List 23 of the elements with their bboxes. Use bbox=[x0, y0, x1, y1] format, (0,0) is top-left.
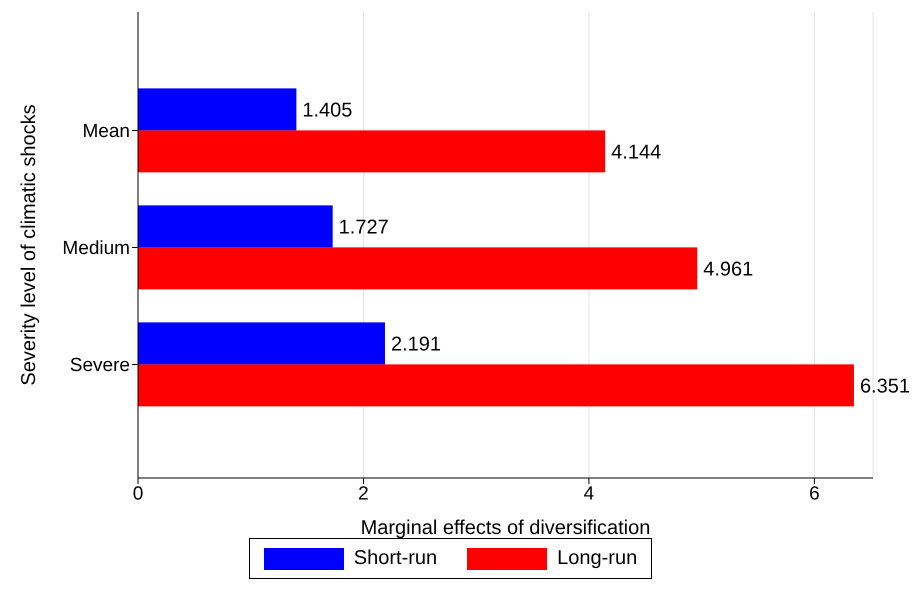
data-label: 1.405 bbox=[302, 99, 352, 122]
legend-label: Long-run bbox=[557, 547, 638, 570]
data-label: 1.727 bbox=[338, 216, 389, 238]
y-axis-title: Severity level of climatic shocks bbox=[18, 104, 40, 386]
bar bbox=[138, 322, 385, 364]
bar bbox=[138, 88, 296, 130]
bar bbox=[138, 247, 698, 290]
y-tick-label: Mean bbox=[82, 121, 130, 142]
x-tick-label: 0 bbox=[132, 483, 144, 504]
x-tick-label: 4 bbox=[584, 483, 595, 504]
x-axis-title: Marginal effects of diversification bbox=[360, 517, 650, 539]
bar bbox=[138, 130, 606, 172]
y-tick-label: Severe bbox=[70, 355, 130, 376]
x-tick-label: 6 bbox=[809, 483, 820, 504]
bar bbox=[138, 205, 333, 248]
data-label: 4.144 bbox=[611, 141, 662, 164]
data-label: 2.191 bbox=[390, 333, 442, 356]
bar bbox=[138, 364, 854, 406]
data-label: 4.961 bbox=[703, 258, 754, 280]
legend-label: Short-run bbox=[354, 547, 438, 570]
x-tick-label: 2 bbox=[358, 483, 369, 504]
data-label: 6.351 bbox=[860, 375, 910, 398]
y-tick-label: Medium bbox=[62, 238, 130, 260]
